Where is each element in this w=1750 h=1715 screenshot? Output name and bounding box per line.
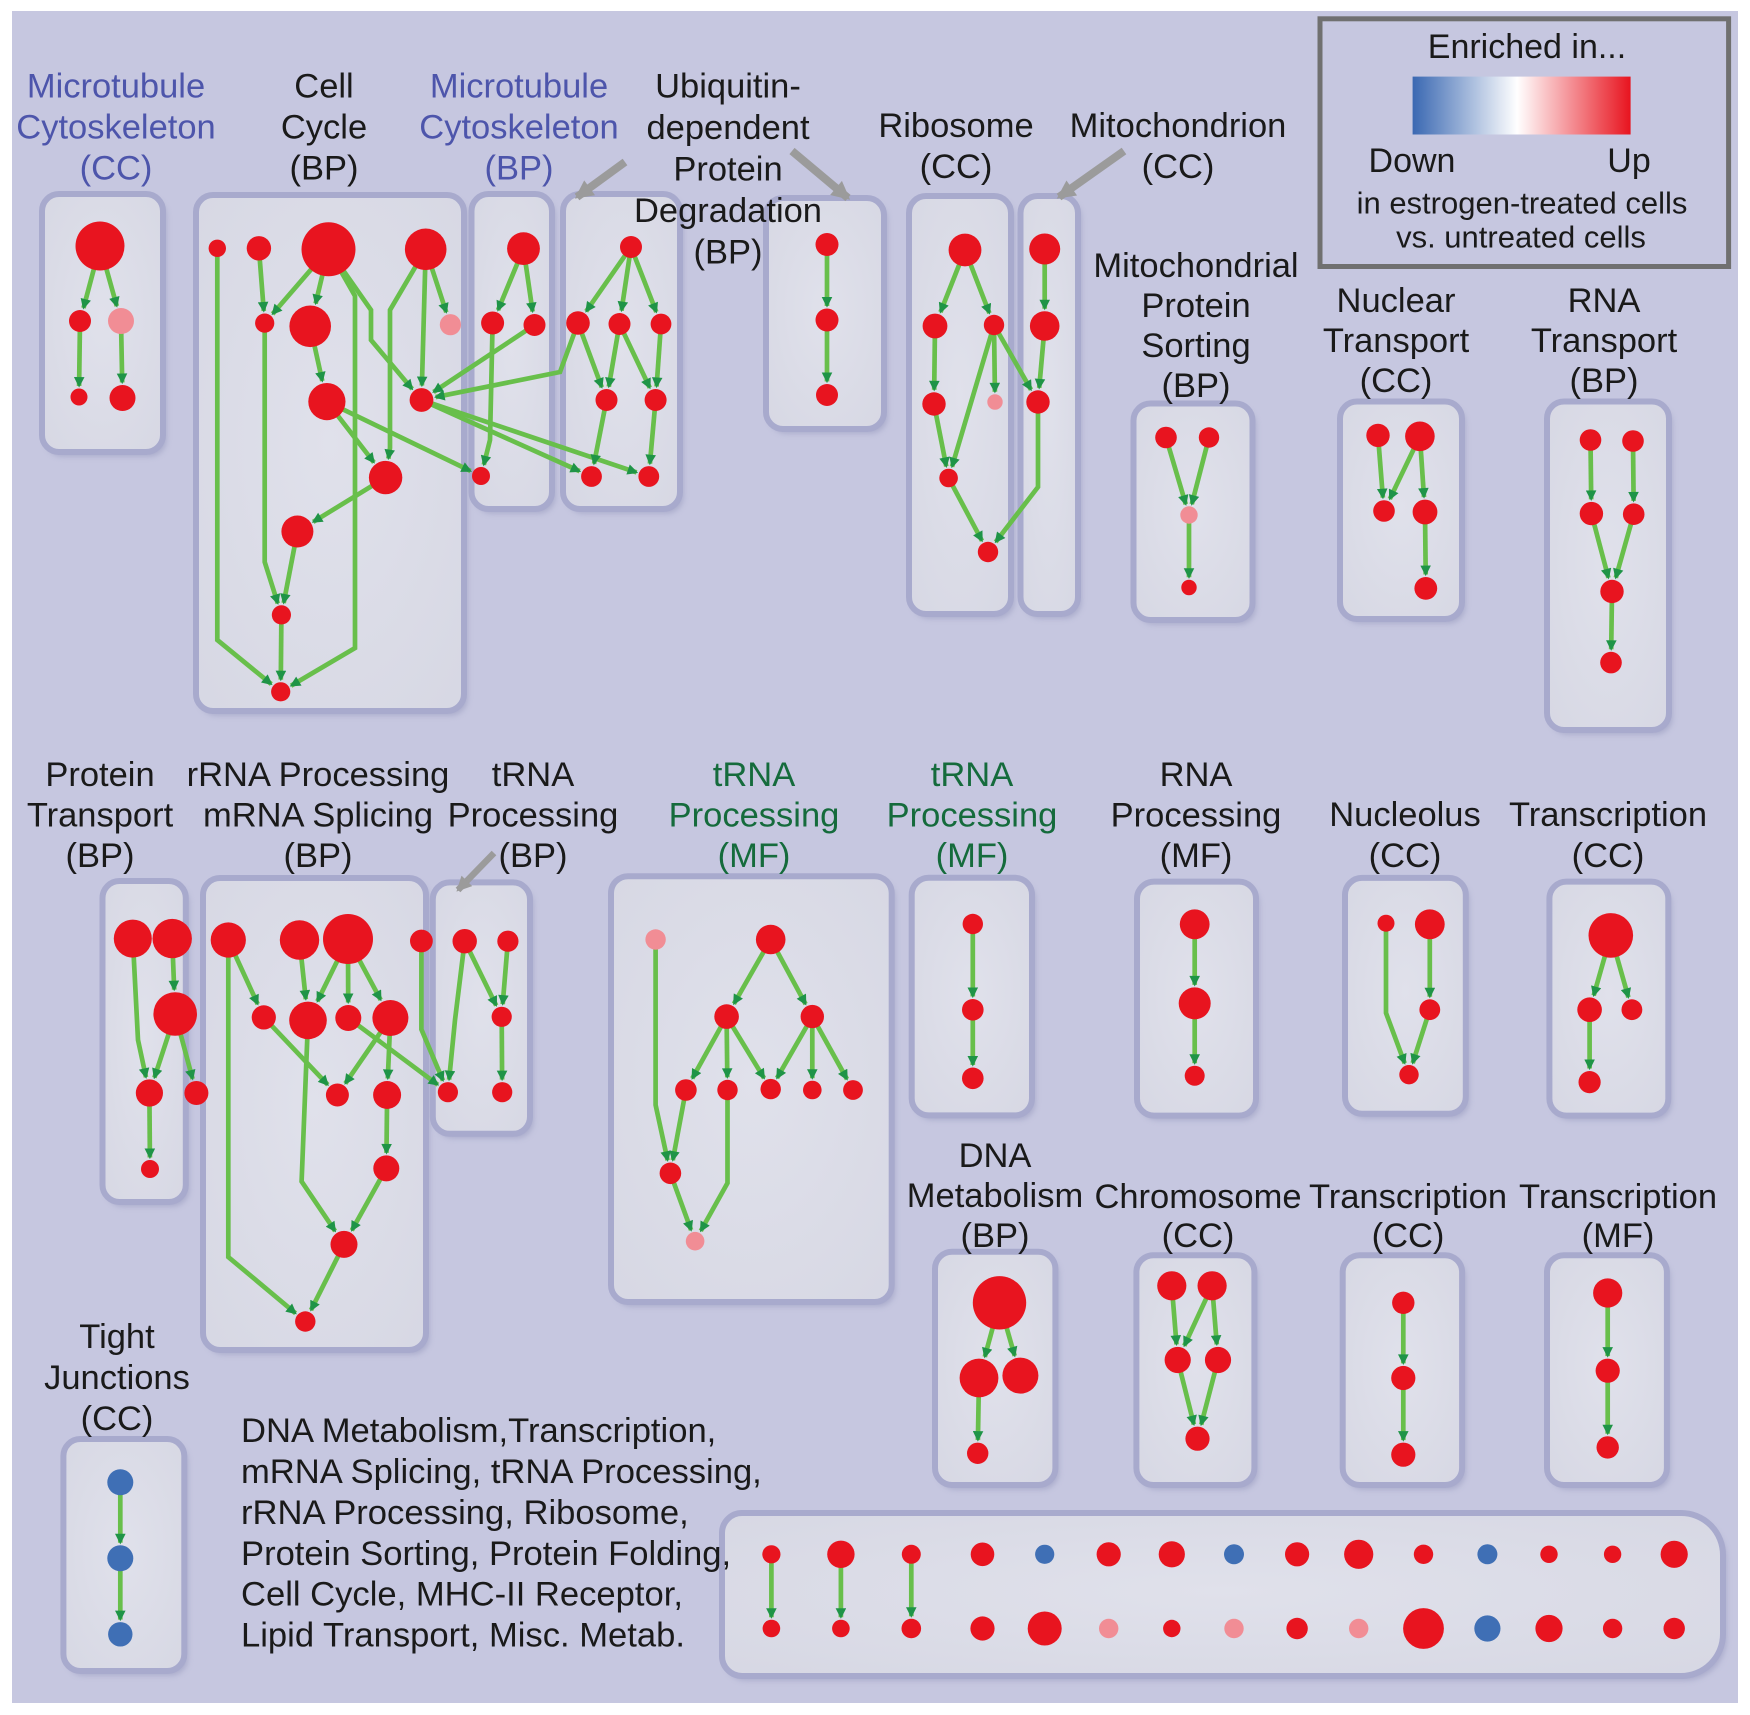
svg-text:(MF): (MF) <box>718 837 791 875</box>
svg-text:Sorting: Sorting <box>1141 327 1250 365</box>
svg-text:Transport: Transport <box>1323 322 1470 360</box>
svg-text:(MF): (MF) <box>936 837 1009 875</box>
svg-text:Protein: Protein <box>45 756 154 794</box>
svg-text:Metabolism: Metabolism <box>907 1177 1083 1215</box>
svg-text:Cytoskeleton: Cytoskeleton <box>16 109 215 147</box>
svg-text:Ubiquitin-: Ubiquitin- <box>655 68 801 106</box>
svg-text:Transport: Transport <box>1531 322 1678 360</box>
svg-text:Processing: Processing <box>1111 797 1282 835</box>
svg-text:Enriched in...: Enriched in... <box>1428 28 1626 66</box>
svg-text:Nuclear: Nuclear <box>1337 282 1456 320</box>
svg-text:Processing: Processing <box>448 797 619 835</box>
svg-text:(BP): (BP) <box>485 150 554 188</box>
svg-text:(CC): (CC) <box>1360 362 1433 400</box>
svg-text:rRNA Processing: rRNA Processing <box>187 756 450 794</box>
svg-text:Mitochondrial: Mitochondrial <box>1093 247 1298 285</box>
svg-text:(CC): (CC) <box>81 1400 154 1438</box>
svg-text:vs. untreated cells: vs. untreated cells <box>1396 220 1646 255</box>
svg-text:Cell Cycle, MHC-II Receptor,: Cell Cycle, MHC-II Receptor, <box>241 1576 683 1614</box>
svg-text:(BP): (BP) <box>290 150 359 188</box>
svg-text:DNA: DNA <box>959 1137 1032 1175</box>
svg-text:(BP): (BP) <box>961 1217 1030 1255</box>
svg-text:Chromosome: Chromosome <box>1094 1178 1301 1216</box>
svg-text:(MF): (MF) <box>1582 1217 1655 1255</box>
svg-text:Cycle: Cycle <box>281 109 367 147</box>
svg-text:Protein: Protein <box>1141 287 1250 325</box>
svg-text:Transcription: Transcription <box>1519 1178 1717 1216</box>
svg-text:Processing: Processing <box>887 797 1058 835</box>
svg-text:mRNA Splicing: mRNA Splicing <box>203 797 433 835</box>
svg-text:Protein Sorting, Protein Foldi: Protein Sorting, Protein Folding, <box>241 1535 731 1573</box>
svg-text:Microtubule: Microtubule <box>27 68 205 106</box>
svg-text:(BP): (BP) <box>66 837 135 875</box>
svg-text:(BP): (BP) <box>1570 362 1639 400</box>
svg-text:(CC): (CC) <box>80 150 153 188</box>
svg-text:(BP): (BP) <box>284 837 353 875</box>
svg-text:Up: Up <box>1607 142 1650 180</box>
svg-text:RNA: RNA <box>1160 756 1233 794</box>
svg-text:(MF): (MF) <box>1160 837 1233 875</box>
svg-text:Cell: Cell <box>294 68 353 106</box>
svg-text:Cytoskeleton: Cytoskeleton <box>419 109 618 147</box>
svg-text:(CC): (CC) <box>1162 1217 1235 1255</box>
svg-text:Nucleolus: Nucleolus <box>1329 796 1481 834</box>
svg-text:tRNA: tRNA <box>713 756 795 794</box>
svg-text:Transcription: Transcription <box>1309 1178 1507 1216</box>
svg-text:mRNA Splicing, tRNA Processing: mRNA Splicing, tRNA Processing, <box>241 1453 762 1491</box>
svg-text:in estrogen-treated cells: in estrogen-treated cells <box>1357 186 1688 221</box>
svg-text:(CC): (CC) <box>1369 837 1442 875</box>
svg-text:Junctions: Junctions <box>44 1359 190 1397</box>
svg-text:(CC): (CC) <box>1142 148 1215 186</box>
svg-text:tRNA: tRNA <box>492 756 574 794</box>
svg-text:(CC): (CC) <box>1372 1217 1445 1255</box>
svg-text:(BP): (BP) <box>499 837 568 875</box>
svg-text:Degradation: Degradation <box>634 192 822 230</box>
svg-text:Processing: Processing <box>669 797 840 835</box>
svg-text:(BP): (BP) <box>1162 367 1231 405</box>
svg-text:Lipid Transport, Misc. Metab.: Lipid Transport, Misc. Metab. <box>241 1617 685 1655</box>
svg-text:Ribosome: Ribosome <box>878 107 1033 145</box>
svg-text:Down: Down <box>1369 142 1456 180</box>
svg-text:Microtubule: Microtubule <box>430 68 608 106</box>
svg-text:(BP): (BP) <box>694 234 763 272</box>
svg-text:DNA Metabolism,Transcription,: DNA Metabolism,Transcription, <box>241 1412 716 1450</box>
svg-text:Transport: Transport <box>27 797 174 835</box>
svg-text:RNA: RNA <box>1568 282 1641 320</box>
svg-text:dependent: dependent <box>646 109 809 147</box>
svg-text:(CC): (CC) <box>920 148 993 186</box>
svg-text:tRNA: tRNA <box>931 756 1013 794</box>
svg-text:Transcription: Transcription <box>1509 796 1707 834</box>
svg-text:rRNA Processing, Ribosome,: rRNA Processing, Ribosome, <box>241 1494 689 1532</box>
svg-text:(CC): (CC) <box>1572 837 1645 875</box>
svg-text:Mitochondrion: Mitochondrion <box>1070 107 1287 145</box>
svg-text:Protein: Protein <box>673 151 782 189</box>
svg-text:Tight: Tight <box>79 1318 155 1356</box>
